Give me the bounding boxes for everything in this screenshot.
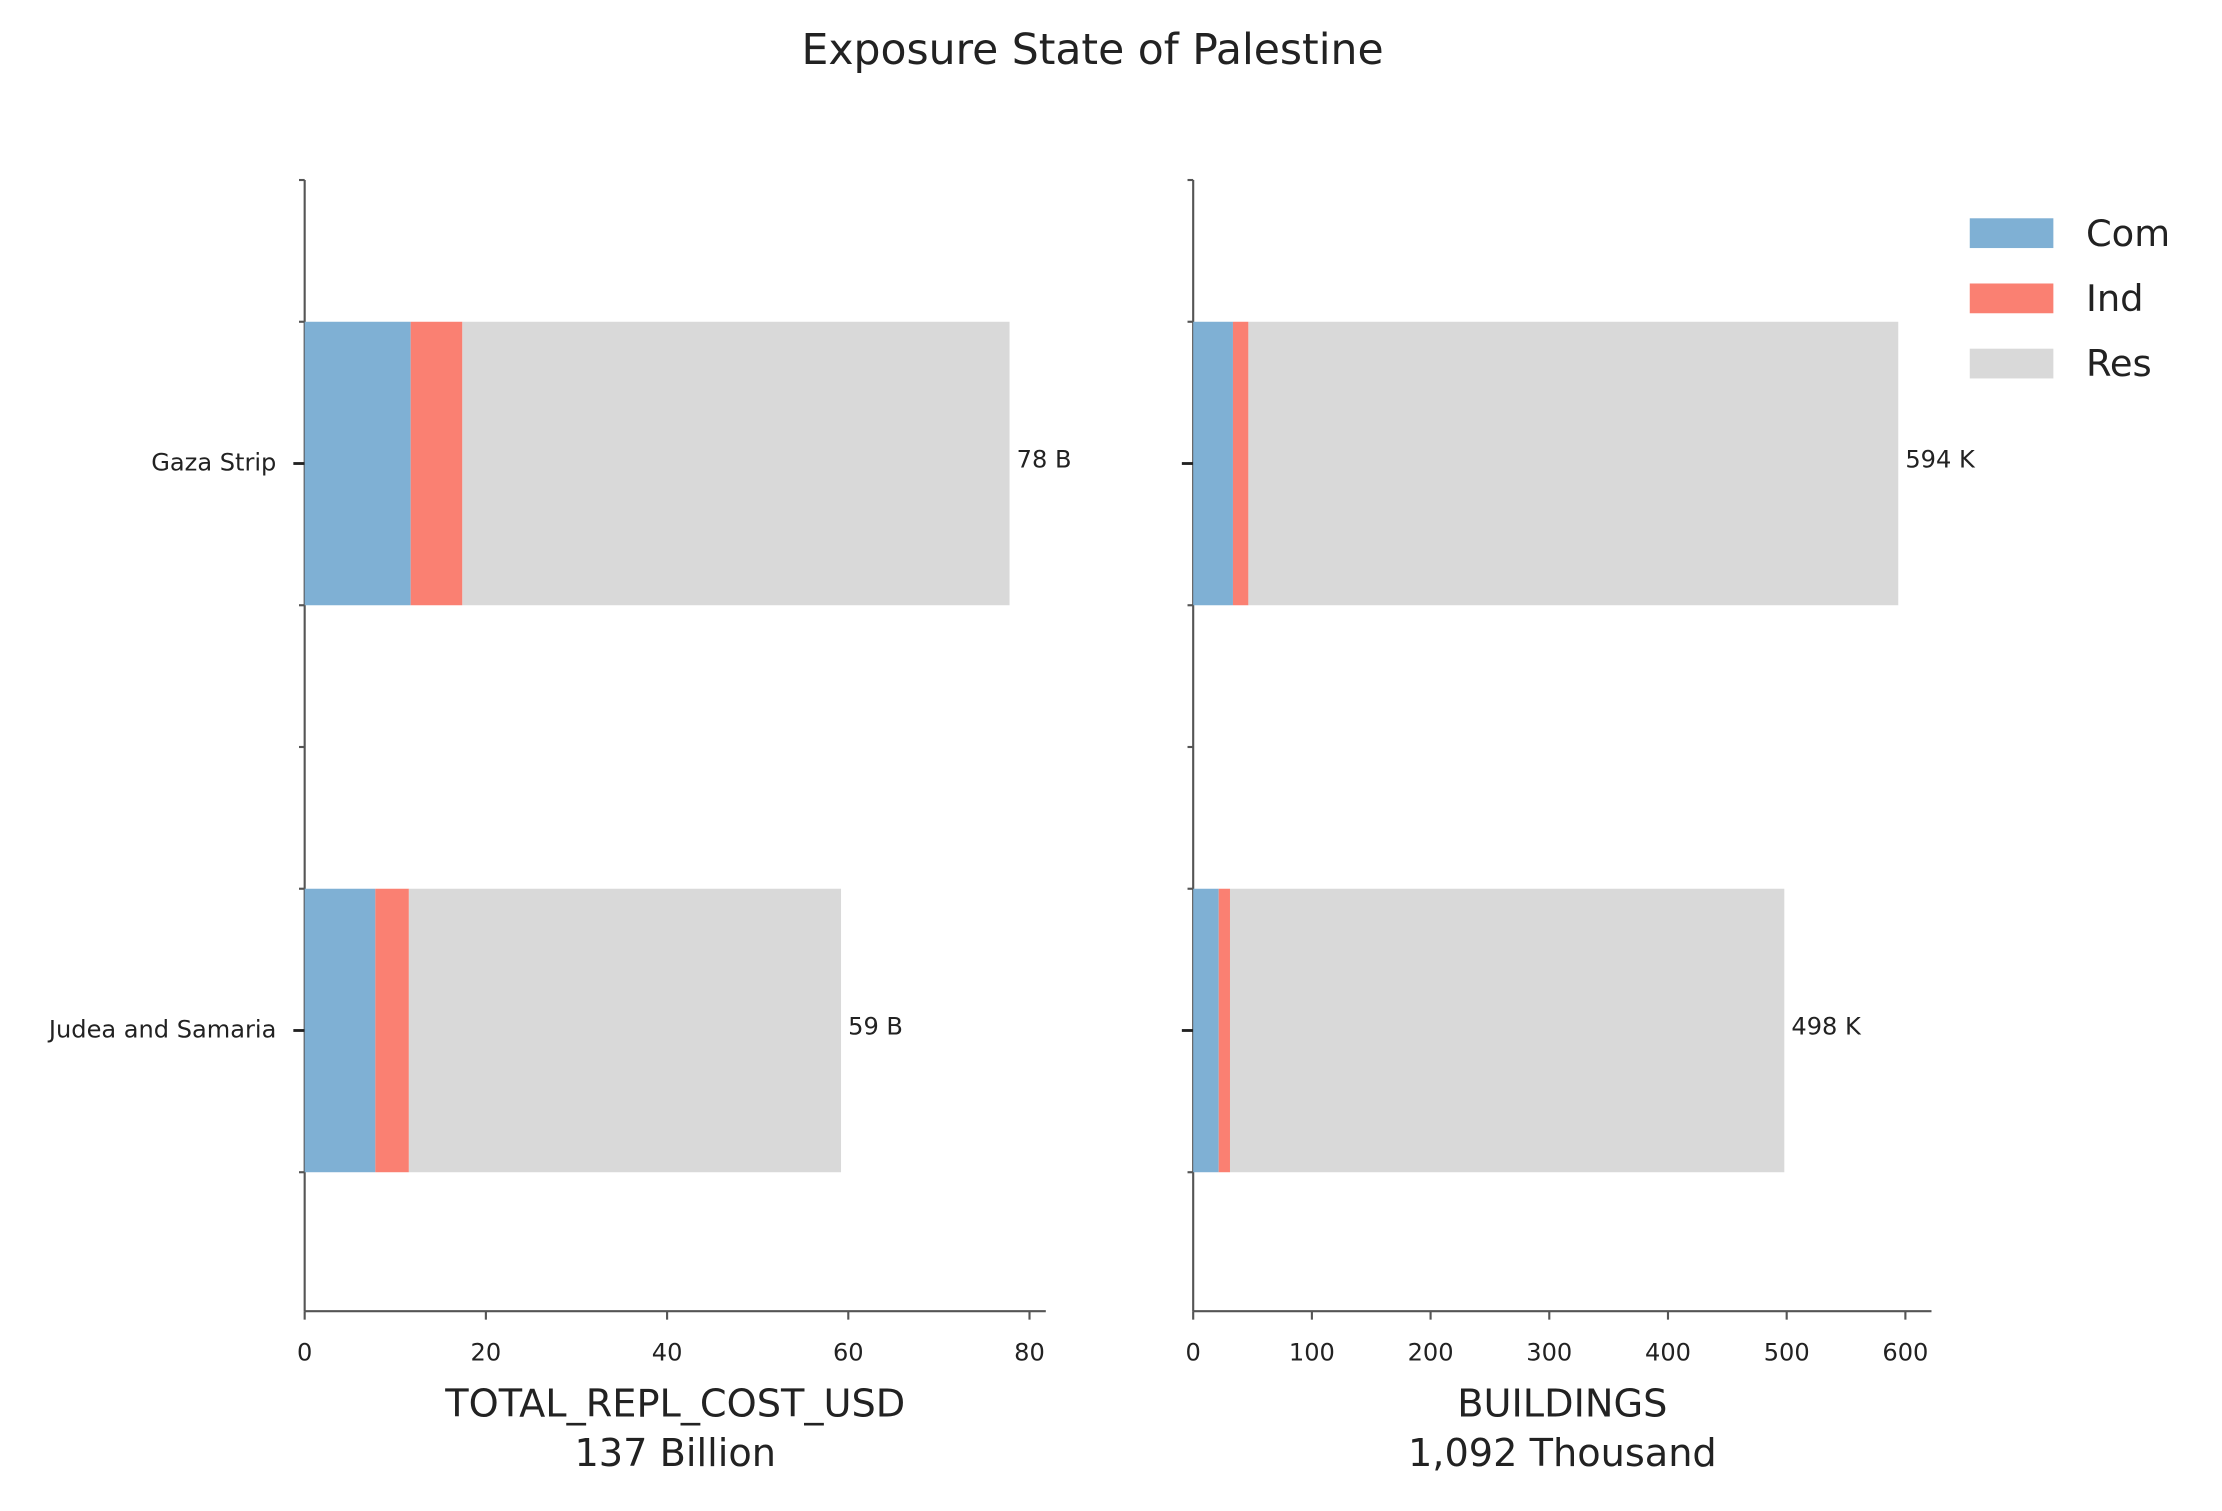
bar-segment [304, 321, 411, 606]
bar-segment [462, 321, 1010, 606]
x-tick-label: 0 [297, 1339, 312, 1367]
x-tick-label: 400 [1645, 1339, 1691, 1367]
x-tick-label: 200 [1408, 1339, 1454, 1367]
x-axis-sublabel: 1,092 Thousand [1408, 1431, 1717, 1476]
bar-segment [1248, 321, 1899, 606]
legend-swatch [1969, 283, 2054, 314]
bar-label: 78 B [1017, 446, 1072, 474]
x-tick-label: 600 [1882, 1339, 1928, 1367]
legend-swatch [1969, 218, 2054, 249]
chart-title: Exposure State of Palestine [802, 26, 1384, 75]
x-axis-label: BUILDINGS [1457, 1382, 1667, 1427]
bar-segment [408, 888, 842, 1173]
x-tick-label: 500 [1764, 1339, 1810, 1367]
bar-segment [1218, 888, 1230, 1173]
x-tick-label: 40 [652, 1339, 683, 1367]
x-tick-label: 60 [833, 1339, 864, 1367]
bar-segment [410, 321, 463, 606]
legend-label: Com [2086, 212, 2170, 255]
x-tick-label: 20 [471, 1339, 502, 1367]
bar-segment [375, 888, 409, 1173]
legend-swatch [1969, 348, 2054, 379]
x-tick-label: 100 [1289, 1339, 1335, 1367]
x-axis-label: TOTAL_REPL_COST_USD [444, 1382, 905, 1427]
x-tick-label: 300 [1526, 1339, 1572, 1367]
y-tick-label: Judea and Samaria [47, 1015, 276, 1043]
x-axis-sublabel: 137 Billion [574, 1431, 776, 1476]
bar-segment [1193, 321, 1233, 606]
bar-label: 59 B [848, 1013, 903, 1041]
bar-segment [1229, 888, 1785, 1173]
legend-label: Ind [2086, 277, 2144, 320]
bar-label: 594 K [1905, 446, 1976, 474]
bar-label: 498 K [1791, 1013, 1862, 1041]
legend-label: Res [2086, 342, 2152, 385]
x-tick-label: 0 [1186, 1339, 1201, 1367]
x-tick-label: 80 [1014, 1339, 1045, 1367]
bar-segment [1193, 888, 1219, 1173]
bar-segment [304, 888, 376, 1173]
bar-segment [1232, 321, 1249, 606]
y-tick-label: Gaza Strip [151, 449, 276, 477]
